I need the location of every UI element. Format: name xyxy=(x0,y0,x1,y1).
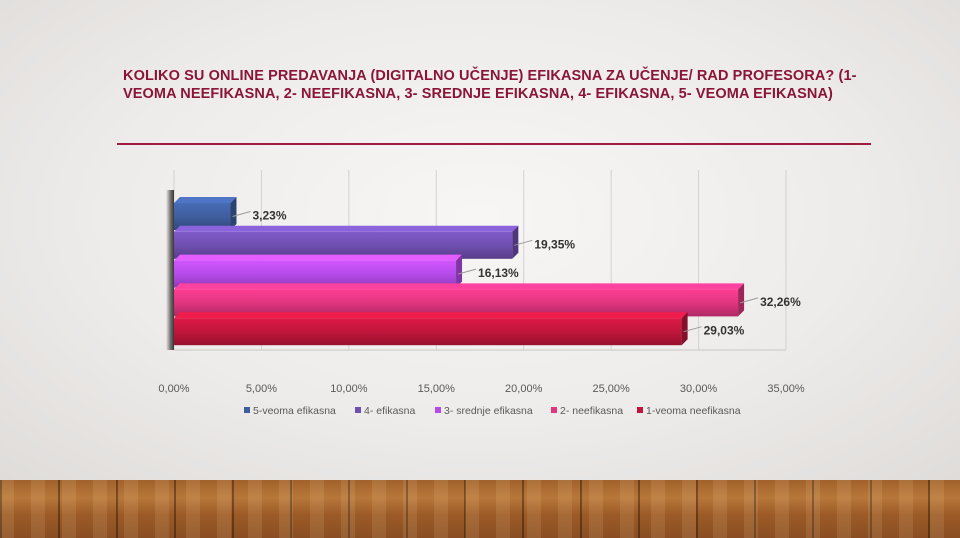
x-tick-label: 30,00% xyxy=(680,383,718,395)
data-label: 19,35% xyxy=(534,237,575,251)
chart-depth-wall xyxy=(166,190,174,350)
bar-side-face xyxy=(230,197,237,230)
data-label: 3,23% xyxy=(252,209,286,223)
data-label-leader xyxy=(457,268,477,275)
bar-top-face xyxy=(174,283,745,290)
bar-side-face xyxy=(456,254,463,288)
bar xyxy=(174,231,513,259)
data-label: 32,26% xyxy=(760,295,801,309)
legend-label: 4- efikasna xyxy=(364,405,416,417)
data-label-leader xyxy=(739,297,759,304)
bar-top-face xyxy=(174,312,688,319)
x-tick-label: 5,00% xyxy=(246,383,277,395)
x-tick-label: 0,00% xyxy=(158,383,189,395)
legend-swatch xyxy=(637,407,643,413)
bar-side-face xyxy=(681,312,688,346)
bar-top-face xyxy=(174,254,463,261)
legend-label: 5-veoma efikasna xyxy=(253,405,336,417)
bar-side-face xyxy=(738,283,745,317)
bar xyxy=(174,318,682,346)
title-divider xyxy=(117,143,871,145)
legend-swatch xyxy=(551,407,557,413)
bar-chart: 3,23% 19,35% 16,13% 32,26% 29,03% 0,00% 5,00%… xyxy=(158,170,805,417)
data-label: 29,03% xyxy=(704,324,745,338)
data-label-leader xyxy=(683,326,702,333)
data-label-leader xyxy=(514,239,533,246)
legend-swatch xyxy=(244,407,250,413)
data-label-leader xyxy=(232,211,251,217)
bar-top-face xyxy=(174,197,237,203)
slide-title: KOLIKO SU ONLINE PREDAVANJA (DIGITALNO U… xyxy=(123,68,857,102)
wooden-floor xyxy=(0,480,960,538)
bar xyxy=(174,289,739,317)
bar-top-face xyxy=(174,225,519,232)
bar xyxy=(174,260,457,288)
legend-swatch xyxy=(355,407,361,413)
legend-label: 2- neefikasna xyxy=(560,405,623,417)
bar xyxy=(174,203,231,230)
x-tick-label: 25,00% xyxy=(592,383,630,395)
legend-label: 3- srednje efikasna xyxy=(444,405,533,417)
legend-label: 1-veoma neefikasna xyxy=(646,405,741,417)
data-label: 16,13% xyxy=(478,266,519,280)
x-tick-label: 35,00% xyxy=(767,383,805,395)
legend-swatch xyxy=(435,407,441,413)
x-tick-label: 20,00% xyxy=(505,383,543,395)
bar-side-face xyxy=(512,225,519,259)
x-tick-label: 15,00% xyxy=(418,383,456,395)
x-tick-label: 10,00% xyxy=(330,383,368,395)
